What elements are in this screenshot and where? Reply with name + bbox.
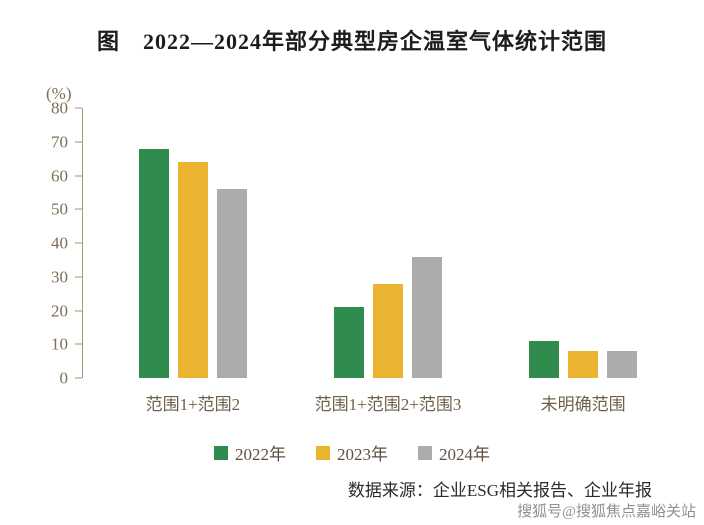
- y-tick-mark: [75, 377, 82, 379]
- bar-2024年: [411, 256, 442, 378]
- legend-swatch: [214, 445, 228, 460]
- bars: [333, 108, 442, 378]
- bar-2023年: [372, 283, 403, 378]
- bar-group: 范围1+范围2+范围3: [314, 108, 462, 415]
- y-tick-mark: [75, 107, 82, 109]
- y-tick-mark: [75, 242, 82, 244]
- y-tick-label: 60: [51, 166, 68, 185]
- watermark: 搜狐号@搜狐焦点嘉峪关站: [517, 504, 696, 520]
- y-tick-mark: [75, 310, 82, 311]
- bar-2023年: [568, 351, 599, 378]
- bar-2022年: [333, 307, 364, 378]
- bar-2022年: [138, 148, 169, 378]
- y-tick-label: 20: [51, 301, 68, 320]
- chart-area: (%) 0 10 20 30 40 50 60 70 80 范围1+范围2 范围1+范围2+范围3…: [30, 84, 685, 415]
- plot-row: 0 10 20 30 40 50 60 70 80 范围1+范围2 范围1+范围2+范围3 未明确范…: [30, 100, 685, 415]
- bar-2022年: [529, 340, 560, 378]
- bar-2023年: [177, 162, 208, 378]
- y-tick-label: 30: [51, 267, 68, 287]
- legend: 2022年 2023年 2024年: [0, 440, 704, 465]
- legend-item: 2024年: [418, 440, 490, 465]
- plot-area: 范围1+范围2 范围1+范围2+范围3 未明确范围: [83, 108, 685, 415]
- y-tick-mark: [75, 208, 82, 210]
- bar-2024年: [607, 351, 638, 378]
- bars: [529, 108, 638, 378]
- legend-item: 2023年: [316, 440, 388, 465]
- legend-label: 2024年: [439, 445, 490, 464]
- legend-label: 2023年: [337, 445, 388, 464]
- legend-item: 2022年: [214, 440, 286, 465]
- y-tick-mark: [75, 175, 82, 176]
- category-label: 范围1+范围2+范围3: [314, 395, 462, 414]
- y-axis: 0 10 20 30 40 50 60 70 80: [30, 100, 83, 387]
- y-axis-unit-label: (%): [46, 84, 72, 103]
- data-source-note: 数据来源：企业ESG相关报告、企业年报: [347, 481, 652, 500]
- y-tick-label: 40: [51, 233, 68, 253]
- y-tick-mark: [75, 141, 82, 143]
- legend-label: 2022年: [235, 445, 286, 464]
- y-tick-mark: [75, 343, 82, 345]
- category-label: 范围1+范围2: [145, 395, 241, 414]
- bar-group: 范围1+范围2: [138, 108, 247, 415]
- y-tick-label: 50: [51, 199, 68, 219]
- y-tick-mark: [75, 276, 82, 278]
- legend-swatch: [316, 445, 330, 460]
- y-tick-label: 80: [51, 98, 68, 118]
- y-tick-label: 10: [51, 334, 68, 354]
- bar-group: 未明确范围: [529, 108, 638, 415]
- bar-2024年: [216, 189, 247, 378]
- y-tick-label: 70: [51, 132, 68, 152]
- legend-swatch: [418, 445, 432, 460]
- bars: [138, 108, 247, 378]
- category-label: 未明确范围: [540, 395, 626, 414]
- chart-title: 图 2022—2024年部分典型房企温室气体统计范围: [96, 29, 607, 54]
- y-tick-label: 0: [59, 368, 69, 388]
